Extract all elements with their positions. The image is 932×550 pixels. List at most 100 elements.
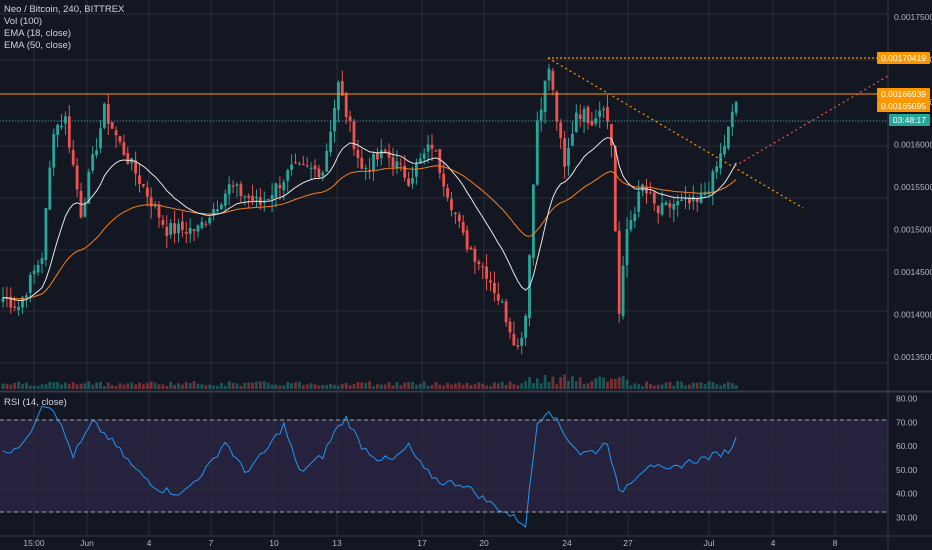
candle[interactable]: [532, 184, 535, 266]
candle[interactable]: [126, 146, 130, 165]
candle[interactable]: [216, 200, 219, 214]
candle[interactable]: [103, 102, 106, 130]
candle[interactable]: [688, 194, 691, 210]
candle[interactable]: [337, 80, 340, 123]
candle[interactable]: [313, 159, 317, 179]
trendline-descending[interactable]: [547, 57, 804, 209]
candle[interactable]: [60, 114, 63, 131]
candle[interactable]: [243, 194, 247, 206]
candle[interactable]: [574, 104, 578, 133]
candle[interactable]: [91, 146, 95, 174]
candle[interactable]: [461, 215, 465, 236]
candle[interactable]: [145, 181, 149, 207]
drawing-tools[interactable]: [0, 57, 889, 209]
candle[interactable]: [578, 104, 582, 128]
candle[interactable]: [223, 189, 227, 213]
candle[interactable]: [239, 181, 243, 203]
candle[interactable]: [165, 215, 169, 249]
candle[interactable]: [582, 105, 586, 134]
candle[interactable]: [344, 91, 348, 125]
candle[interactable]: [321, 170, 325, 181]
candle[interactable]: [67, 105, 71, 153]
candle[interactable]: [9, 287, 13, 314]
candle[interactable]: [407, 171, 410, 188]
candle[interactable]: [1, 287, 5, 308]
volume-indicator-label[interactable]: Vol (100): [4, 16, 43, 27]
candle[interactable]: [309, 162, 313, 180]
candle[interactable]: [543, 79, 547, 124]
candle[interactable]: [613, 145, 617, 232]
candle[interactable]: [711, 168, 715, 206]
ema18-indicator-label[interactable]: EMA (18, close): [4, 28, 72, 39]
candle[interactable]: [17, 301, 20, 316]
candle[interactable]: [372, 151, 375, 181]
candle[interactable]: [305, 157, 309, 168]
candle[interactable]: [516, 338, 520, 350]
candle[interactable]: [266, 199, 270, 201]
candle[interactable]: [294, 153, 297, 165]
candle[interactable]: [524, 313, 527, 347]
candle[interactable]: [161, 215, 165, 228]
candle[interactable]: [32, 264, 36, 284]
candle[interactable]: [465, 225, 469, 253]
candle[interactable]: [559, 119, 563, 149]
candle[interactable]: [485, 254, 488, 291]
candle[interactable]: [169, 218, 173, 239]
candle[interactable]: [227, 176, 231, 206]
candle[interactable]: [48, 160, 52, 210]
candle[interactable]: [656, 205, 660, 224]
candle[interactable]: [99, 120, 102, 154]
candle[interactable]: [730, 104, 734, 136]
candle[interactable]: [434, 149, 438, 152]
candle[interactable]: [508, 317, 512, 339]
candle[interactable]: [504, 298, 508, 327]
candle[interactable]: [387, 143, 391, 167]
candle[interactable]: [212, 202, 215, 221]
candle[interactable]: [235, 182, 239, 198]
candle[interactable]: [539, 97, 543, 132]
candle[interactable]: [352, 118, 356, 156]
candle[interactable]: [368, 157, 371, 180]
candle[interactable]: [181, 211, 184, 238]
candle[interactable]: [727, 126, 730, 151]
candle[interactable]: [290, 154, 293, 176]
candle[interactable]: [110, 121, 114, 129]
candle[interactable]: [118, 135, 122, 145]
candle[interactable]: [660, 191, 664, 217]
candle[interactable]: [602, 105, 605, 118]
candle[interactable]: [418, 152, 422, 165]
candle[interactable]: [621, 256, 625, 320]
candle[interactable]: [555, 90, 559, 132]
candle[interactable]: [188, 218, 192, 243]
candle[interactable]: [95, 138, 98, 159]
candle[interactable]: [641, 183, 644, 197]
candle[interactable]: [473, 245, 477, 275]
candle[interactable]: [520, 331, 524, 355]
candle[interactable]: [106, 94, 110, 135]
candle[interactable]: [36, 259, 40, 277]
candle[interactable]: [138, 164, 141, 193]
candle[interactable]: [71, 139, 75, 167]
candle[interactable]: [715, 161, 719, 179]
candle[interactable]: [173, 210, 176, 244]
candle[interactable]: [333, 99, 336, 143]
candle[interactable]: [446, 183, 449, 202]
candle[interactable]: [329, 119, 332, 157]
candle[interactable]: [340, 70, 344, 97]
candle[interactable]: [629, 210, 633, 233]
candle[interactable]: [590, 111, 594, 126]
candle[interactable]: [672, 196, 676, 222]
candle[interactable]: [719, 142, 722, 175]
candle[interactable]: [220, 202, 223, 211]
candle[interactable]: [606, 94, 609, 130]
candle[interactable]: [177, 219, 180, 243]
candle[interactable]: [270, 182, 274, 213]
candle[interactable]: [649, 182, 652, 195]
candle[interactable]: [75, 158, 79, 197]
candle[interactable]: [231, 180, 235, 194]
candle[interactable]: [586, 105, 590, 130]
candle[interactable]: [142, 183, 145, 188]
candle[interactable]: [395, 150, 399, 175]
candle[interactable]: [664, 199, 668, 206]
candle[interactable]: [134, 151, 137, 186]
